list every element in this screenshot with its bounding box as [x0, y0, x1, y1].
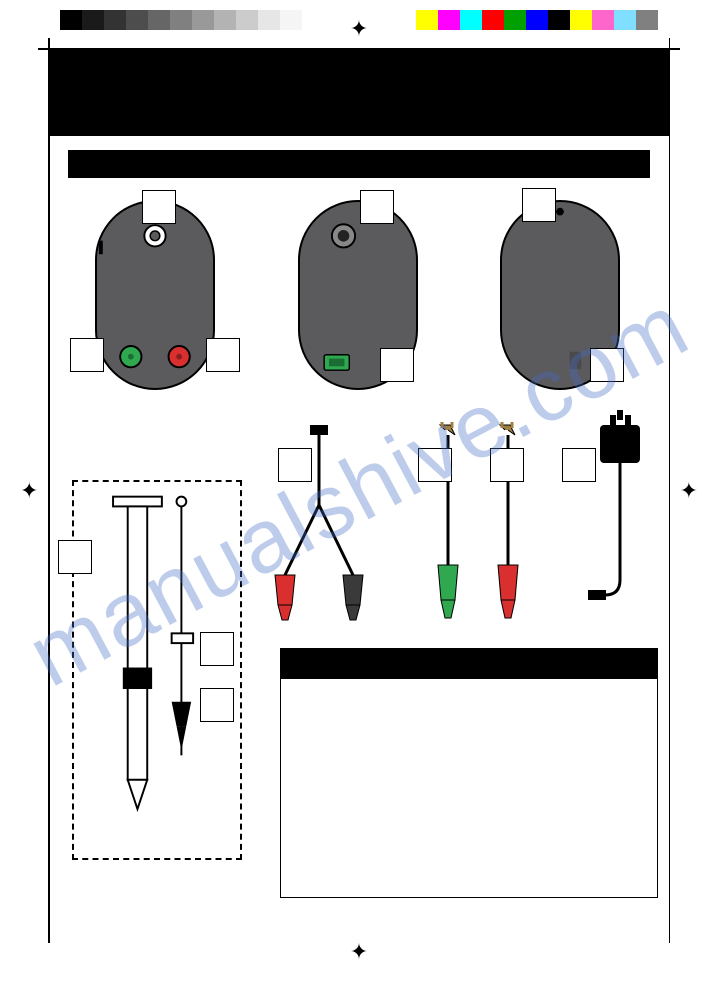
mains-adaptor-diagram	[588, 410, 640, 600]
callout-box	[522, 188, 556, 222]
crop-line	[669, 38, 671, 943]
callout-box	[142, 190, 176, 224]
color-swatches	[416, 10, 658, 30]
callout-box	[58, 540, 92, 574]
callout-box	[278, 448, 312, 482]
gray-swatches	[60, 10, 302, 30]
callout-box	[206, 338, 240, 372]
registration-mark-icon: ✦	[350, 939, 368, 965]
callout-box	[200, 688, 234, 722]
manual-info-icon	[614, 58, 656, 100]
earth-stake-diagram	[72, 480, 242, 860]
callout-box	[200, 632, 234, 666]
callout-box	[380, 348, 414, 382]
registration-mark-icon: ✦	[350, 16, 368, 42]
callout-box	[418, 448, 452, 482]
callout-box	[360, 190, 394, 224]
crop-line	[48, 38, 50, 943]
accessories-row	[270, 420, 658, 630]
callout-box	[590, 348, 624, 382]
registration-mark-icon: ✦	[20, 478, 38, 504]
callout-box	[490, 448, 524, 482]
registration-mark-icon: ✦	[680, 478, 698, 504]
callout-box	[562, 448, 596, 482]
section-header	[68, 150, 650, 178]
text-box-header	[281, 649, 657, 679]
device-front-view	[95, 200, 215, 390]
callout-box	[70, 338, 104, 372]
page-header	[48, 48, 670, 136]
instruction-text-box	[280, 648, 658, 898]
